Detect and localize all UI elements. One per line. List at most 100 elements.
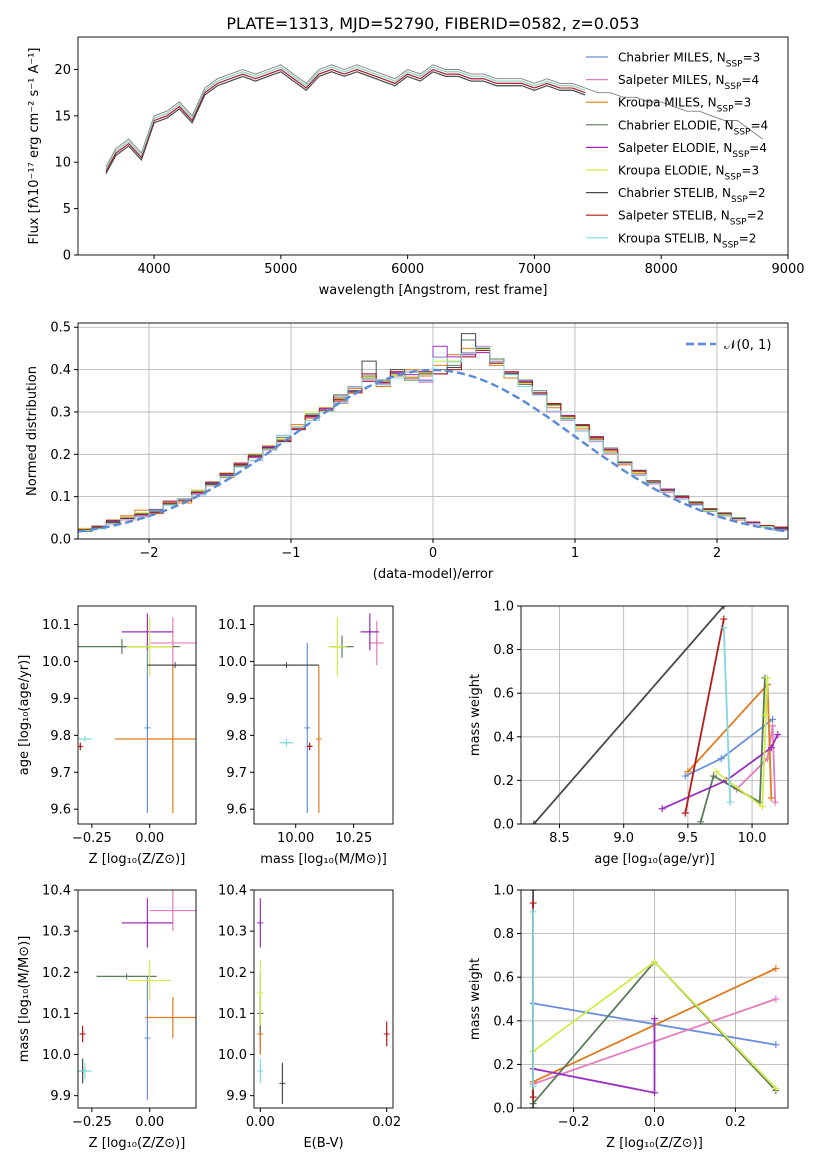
y-tick-label: 10.1 [42,618,71,633]
y-tick-label: 0.4 [493,1014,514,1029]
y-tick-label: 0.6 [493,971,514,986]
y-tick-label: 9.9 [50,1089,71,1104]
data-spectrum-line [105,64,763,168]
y-tick-label: 10.0 [218,1048,247,1063]
plot-area [78,333,788,539]
model-spectrum-line [105,66,586,170]
y-tick-label: 0.2 [493,774,514,789]
weight-point [720,606,728,610]
weight-point [697,818,705,824]
x-tick-label: 0.00 [135,831,164,846]
error-point [128,959,171,1002]
weight-point [767,794,775,802]
model-spectrum-line [105,68,586,172]
legend-entry: Salpeter MILES, NSSP=4 [618,73,759,92]
y-tick-label: 0.0 [493,1102,514,1117]
plot-area [530,606,782,824]
model-spectrum-line [105,71,586,175]
legend: Chabrier MILES, NSSP=3 Salpeter MILES, NS… [586,51,768,250]
y-tick-label: 0.0 [493,818,514,833]
y-tick-label: 10.4 [42,884,71,899]
panel-5: 8.5 9.0 9.5 10.0 0.0 0.2 0.4 0.6 0.8 1.0 age [log₁… [468,600,789,867]
panel-6: −0.25 0.00 9.9 10.0 10.1 10.2 10.3 10.4 Z [log₁₀… [17,884,197,1151]
y-tick-label: 10.1 [218,618,247,633]
x-axis-label: mass [log₁₀(M/M⊙)] [260,852,387,867]
y-tick-label: 10.4 [218,884,247,899]
x-tick-label: 0.00 [135,1115,164,1130]
weight-series-line [715,677,769,809]
y-axis-label: age [log₁₀(age/yr)] [17,655,32,776]
y-axis-label: mass [log₁₀(M/M⊙)] [17,936,32,1063]
error-point [257,959,264,1026]
weight-point [712,768,720,776]
weight-point [717,755,725,763]
y-tick-label: 20 [54,63,71,78]
weight-point [769,722,777,730]
plot-area [105,64,763,175]
x-tick-label: 9.5 [678,831,699,846]
error-point [144,976,151,1100]
y-tick-label: 10.0 [42,655,71,670]
model-spectrum-line [105,66,586,170]
panel-1: 4000 5000 6000 7000 8000 9000 0 5 10 15 20 waveleng… [27,36,805,298]
x-tick-label: 10.00 [277,831,314,846]
weight-point [651,1015,658,1023]
y-tick-label: 0.8 [493,643,514,658]
x-axis-label: age [log₁₀(age/yr)] [594,852,715,867]
plot-area [257,898,390,1104]
error-point [383,1021,390,1047]
weight-point [771,798,779,806]
y-tick-label: 5 [63,202,71,217]
axes-frame [77,605,197,825]
axes-frame [253,889,394,1109]
weight-point [658,805,666,813]
x-tick-label: 1 [571,546,579,561]
y-tick-label: 10.0 [218,655,247,670]
weight-point [769,715,777,723]
y-axis-label: Normed distribution [25,366,40,496]
weight-point [684,768,692,776]
y-tick-label: 9.8 [226,729,247,744]
error-point [360,613,380,651]
y-tick-label: 10.1 [218,1007,247,1022]
error-point [147,662,196,669]
x-tick-label: −0.25 [72,1115,112,1130]
axes-frame [77,889,197,1109]
panel-7: 0.00 0.02 9.9 10.0 10.1 10.2 10.3 10.4 E(B-V) [218,884,401,1152]
y-tick-label: 9.7 [226,766,247,781]
y-tick-label: 0.2 [493,1058,514,1073]
figure-title: PLATE=1313, MJD=52790, FIBERID=0582, z=0… [226,14,639,33]
x-tick-label: 7000 [518,262,551,277]
error-point [126,617,173,677]
x-tick-label: 10.25 [335,831,372,846]
y-tick-label: 0.1 [50,490,71,505]
y-tick-label: 0 [63,249,71,264]
legend-entry: Kroupa ELODIE, NSSP=3 [618,164,759,183]
x-tick-label: 5000 [264,262,297,277]
panel-4: 10.00 10.25 9.6 9.7 9.8 9.9 10.0 10.1 mass [log₁… [218,605,394,867]
error-point [144,642,151,813]
error-point [121,613,173,651]
y-tick-label: 10 [54,156,71,171]
weight-series-line [722,627,732,803]
y-tick-label: 0.4 [493,730,514,745]
error-point [254,662,319,669]
y-tick-label: 9.9 [226,1089,247,1104]
y-tick-label: 10.1 [42,1007,71,1022]
panels: 4000 5000 6000 7000 8000 900005101520waveleng… [17,36,805,1152]
y-tick-label: 0.2 [50,448,71,463]
y-tick-label: 9.9 [50,692,71,707]
y-tick-label: 0.8 [493,927,514,942]
error-point [369,620,384,666]
error-point [115,665,196,813]
x-axis-label: E(B-V) [303,1136,343,1151]
x-axis-label: Z [log₁₀(Z/Z⊙)] [606,1136,703,1151]
y-tick-label: 1.0 [493,884,514,899]
error-point [78,736,92,743]
x-axis-label: wavelength [Angstrom, rest frame] [319,283,548,298]
x-tick-label: 0.0 [644,1115,665,1130]
axes-frame [520,605,789,825]
x-tick-label: 0 [429,546,437,561]
plot-area [78,613,196,813]
